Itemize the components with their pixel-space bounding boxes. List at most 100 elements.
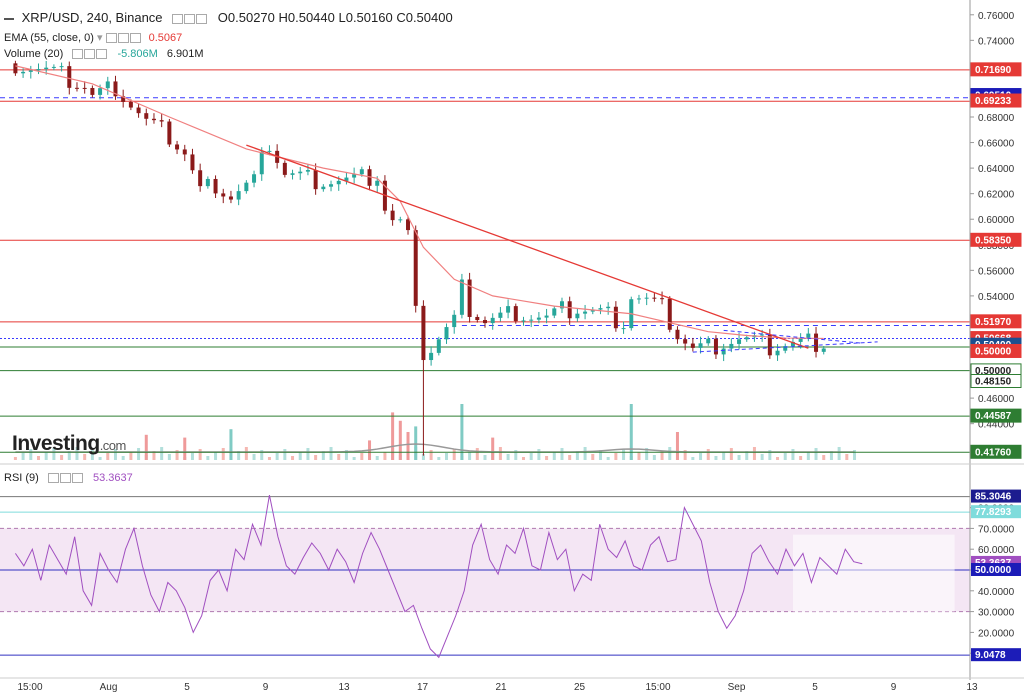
eye-icon[interactable]: [72, 49, 84, 60]
candle-body: [683, 339, 688, 344]
candle-body: [821, 348, 826, 352]
price-tick-label: 0.74000: [978, 36, 1015, 47]
price-tick-label: 0.46000: [978, 394, 1015, 405]
time-tick-label: 5: [184, 682, 190, 693]
rsi-pane: [0, 495, 970, 659]
volume-bar: [291, 456, 295, 460]
candle-body: [559, 301, 564, 309]
time-tick-label: 9: [263, 682, 269, 693]
eye-icon[interactable]: [172, 13, 184, 24]
candle-body: [406, 219, 411, 231]
volume-bar: [575, 451, 579, 460]
candle-body: [59, 66, 64, 68]
candle-body: [767, 334, 772, 356]
price-label: 0.44587: [975, 411, 1012, 422]
candle-body: [590, 309, 595, 312]
chevron-down-icon[interactable]: ▾: [96, 32, 103, 44]
candle-body: [667, 298, 672, 330]
candle-body: [806, 333, 811, 338]
candle-body: [329, 184, 334, 187]
candle-body: [221, 193, 226, 197]
close-icon[interactable]: [129, 33, 141, 44]
volume-bar: [106, 453, 110, 460]
volume-spike: [183, 437, 187, 460]
candle-body: [228, 196, 233, 200]
candle-body: [36, 69, 41, 71]
volume-bar: [321, 451, 325, 460]
time-tick-label: 15:00: [645, 682, 670, 693]
candle-body: [113, 81, 118, 97]
candle-body: [421, 305, 426, 361]
candle-body: [167, 121, 172, 145]
candle-body: [175, 144, 180, 150]
volume-bar: [660, 451, 664, 460]
candle-body: [321, 186, 326, 190]
volume-bar: [152, 451, 156, 460]
candle-body: [336, 180, 341, 185]
volume-bar: [36, 456, 40, 460]
time-tick-label: 21: [495, 682, 507, 693]
eye-icon[interactable]: [47, 473, 59, 484]
volume-ma-line: [15, 443, 855, 453]
candle-body: [290, 173, 295, 175]
price-label-box: [970, 93, 1022, 108]
candle-body: [729, 343, 734, 349]
candle-body: [513, 306, 518, 322]
close-icon[interactable]: [96, 49, 108, 60]
collapse-icon[interactable]: [4, 17, 14, 20]
volume-bar: [329, 447, 333, 460]
candle-body: [136, 107, 141, 114]
volume-bar: [614, 453, 618, 460]
volume-bar: [637, 452, 641, 460]
candle-body: [552, 308, 557, 316]
rsi-tick-label: 60.0000: [978, 545, 1015, 556]
volume-spike: [491, 437, 495, 460]
candle-body: [544, 315, 549, 318]
eye-icon[interactable]: [105, 33, 117, 44]
time-tick-label: Aug: [100, 682, 118, 693]
rsi-value: 53.3637: [92, 472, 133, 484]
price-tick-label: 0.76000: [978, 11, 1015, 22]
volume-bar: [252, 454, 256, 460]
settings-icon[interactable]: [84, 49, 96, 60]
settings-icon[interactable]: [59, 473, 71, 484]
candle-body: [606, 306, 611, 309]
candle-body: [698, 343, 703, 348]
settings-icon[interactable]: [184, 13, 196, 24]
price-label: 0.50000: [975, 366, 1012, 377]
volume-bar: [437, 457, 441, 460]
volume-bars: [13, 404, 857, 460]
candle-body: [713, 338, 718, 355]
volume-bar: [483, 455, 487, 460]
volume-bar: [237, 451, 241, 460]
volume-bar: [837, 447, 841, 460]
candle-body: [144, 113, 149, 119]
candle-body: [375, 180, 380, 186]
trendline: [246, 144, 809, 349]
candle-body: [467, 279, 472, 317]
candle-body: [721, 348, 726, 355]
volume-bar: [98, 457, 102, 460]
candle-body: [298, 171, 303, 174]
volume-value-1: -5.806M: [117, 48, 158, 60]
candle-body: [13, 63, 18, 74]
settings-icon[interactable]: [117, 33, 129, 44]
candles: [13, 60, 826, 456]
volume-spike: [398, 420, 402, 460]
price-label-box: [970, 314, 1022, 329]
symbol-title: XRP/USD, 240, Binance: [21, 10, 163, 25]
candle-body: [159, 120, 164, 122]
candle-body: [644, 297, 649, 299]
close-icon[interactable]: [196, 13, 208, 24]
volume-bar: [822, 455, 826, 460]
volume-bar: [429, 450, 433, 460]
volume-bar: [337, 454, 341, 460]
candle-body: [583, 311, 588, 314]
candle-body: [244, 182, 249, 192]
close-icon[interactable]: [71, 473, 83, 484]
volume-bar: [452, 449, 456, 460]
candle-body: [198, 170, 203, 187]
volume-bar: [806, 452, 810, 460]
price-label-box: [970, 232, 1022, 247]
